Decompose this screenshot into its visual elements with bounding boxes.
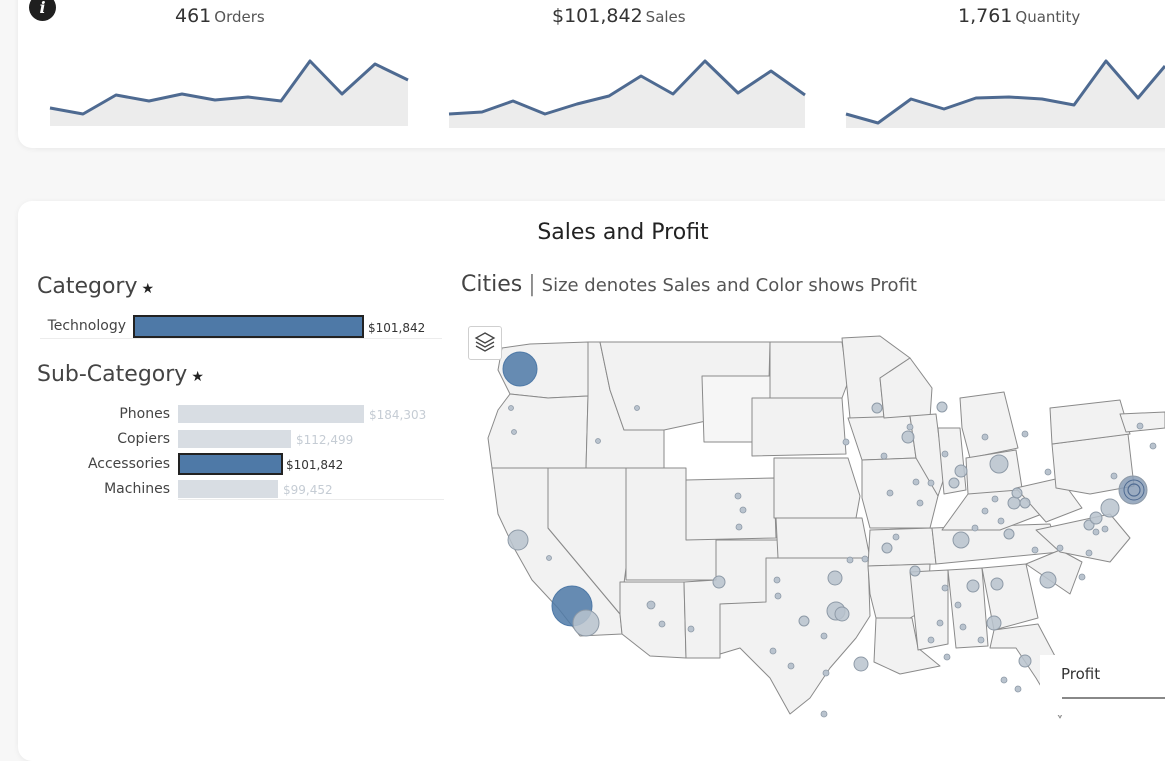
subcategory-value-machines: $99,452 xyxy=(283,483,333,497)
map-title: Cities | Size denotes Sales and Color show… xyxy=(461,272,917,297)
legend-title: Profit xyxy=(1061,665,1101,683)
layers-icon[interactable] xyxy=(468,326,502,360)
city-ring xyxy=(1127,483,1141,497)
subcategory-bar-accessories[interactable] xyxy=(178,453,283,475)
kpi-quantity: 1,761 Quantity xyxy=(958,5,1080,27)
subcategory-value-phones: $184,303 xyxy=(369,408,427,422)
category-bar-technology[interactable] xyxy=(133,315,364,338)
orders-sparkline[interactable] xyxy=(48,52,410,130)
category-value-technology: $101,842 xyxy=(368,321,426,335)
us-cities-map[interactable] xyxy=(470,318,1165,739)
subcategory-label-phones[interactable]: Phones xyxy=(119,406,170,422)
state-outlines xyxy=(487,335,1165,719)
subcategory-value-copiers: $112,499 xyxy=(296,433,354,447)
map-subtitle: Size denotes Sales and Color shows Profi… xyxy=(541,275,917,296)
divider xyxy=(178,499,444,500)
kpi-sales: $101,842 Sales xyxy=(552,5,686,27)
title-separator: | xyxy=(528,272,536,297)
star-icon: ★ xyxy=(141,281,155,297)
legend-scale xyxy=(1062,697,1165,699)
kpi-orders-value: 461 xyxy=(175,5,212,27)
city-bubbles xyxy=(502,351,1148,683)
subcategory-bar-phones[interactable] xyxy=(178,405,364,423)
category-label-technology[interactable]: Technology xyxy=(47,318,126,334)
subcategory-title: Sub-Category ★ xyxy=(37,362,204,387)
subcategory-value-accessories: $101,842 xyxy=(286,458,344,472)
kpi-orders: 461 Orders xyxy=(175,5,265,27)
kpi-sales-label: Sales xyxy=(645,8,686,26)
subcategory-title-text: Sub-Category xyxy=(37,362,188,387)
small-city-dots xyxy=(508,405,1157,718)
star-icon: ★ xyxy=(191,369,204,385)
subcategory-bar-machines[interactable] xyxy=(178,480,278,498)
kpi-quantity-label: Quantity xyxy=(1015,8,1081,26)
info-icon[interactable]: i xyxy=(29,0,56,21)
category-title-text: Category xyxy=(37,274,138,299)
profit-legend xyxy=(1040,655,1165,715)
subcategory-label-copiers[interactable]: Copiers xyxy=(117,431,170,447)
sales-sparkline[interactable] xyxy=(447,52,809,130)
kpi-sales-value: $101,842 xyxy=(552,5,643,27)
divider xyxy=(40,338,442,339)
subcategory-label-machines[interactable]: Machines xyxy=(104,481,170,497)
subcategory-bar-copiers[interactable] xyxy=(178,430,291,448)
category-title: Category ★ xyxy=(37,274,154,299)
subcategory-label-accessories[interactable]: Accessories xyxy=(87,456,170,472)
kpi-quantity-value: 1,761 xyxy=(958,5,1013,27)
city-ring xyxy=(1123,479,1145,501)
page-title: Sales and Profit xyxy=(537,220,709,245)
quantity-sparkline[interactable] xyxy=(844,52,1165,130)
kpi-orders-label: Orders xyxy=(214,8,265,26)
map-title-text: Cities xyxy=(461,272,523,297)
